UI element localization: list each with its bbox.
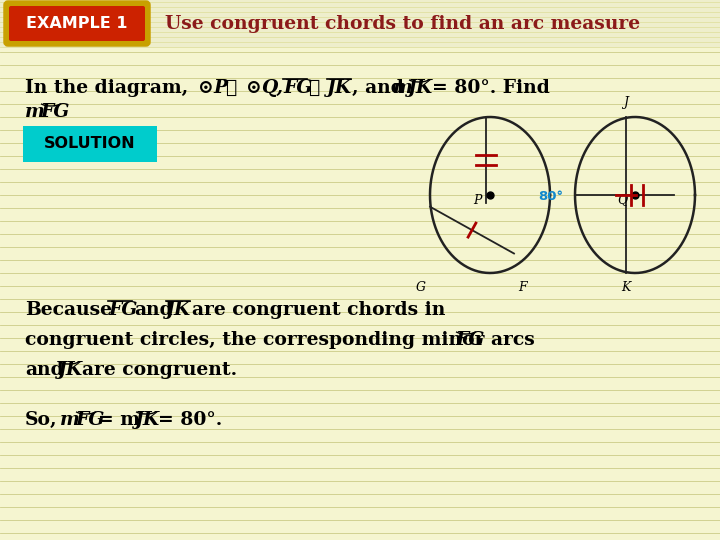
Text: P: P bbox=[474, 193, 482, 206]
Text: ⊙: ⊙ bbox=[246, 79, 262, 97]
FancyBboxPatch shape bbox=[23, 126, 157, 162]
Text: = m: = m bbox=[98, 411, 140, 429]
Text: m: m bbox=[393, 79, 413, 97]
Text: are congruent chords in: are congruent chords in bbox=[192, 301, 446, 319]
FancyBboxPatch shape bbox=[9, 6, 145, 41]
Bar bbox=[0, 0, 720, 48]
Text: = 80°. Find: = 80°. Find bbox=[432, 79, 550, 97]
Text: G: G bbox=[416, 281, 426, 294]
Text: JK: JK bbox=[58, 361, 83, 379]
Text: J: J bbox=[624, 96, 629, 109]
Text: ≅: ≅ bbox=[308, 79, 319, 97]
Text: JK: JK bbox=[327, 79, 352, 97]
Text: Use congruent chords to find an arc measure: Use congruent chords to find an arc meas… bbox=[165, 15, 640, 33]
Text: congruent circles, the corresponding minor arcs: congruent circles, the corresponding min… bbox=[25, 331, 535, 349]
Text: and: and bbox=[25, 361, 64, 379]
Text: m: m bbox=[60, 411, 80, 429]
Text: Because: Because bbox=[25, 301, 112, 319]
Text: SOLUTION: SOLUTION bbox=[44, 137, 136, 152]
Text: JK: JK bbox=[408, 79, 433, 97]
Text: and: and bbox=[134, 301, 173, 319]
Text: FG: FG bbox=[283, 79, 312, 97]
FancyBboxPatch shape bbox=[5, 2, 149, 45]
Text: FG: FG bbox=[75, 411, 104, 429]
Text: m: m bbox=[25, 103, 45, 121]
Text: ⊙: ⊙ bbox=[198, 79, 214, 97]
Text: P: P bbox=[213, 79, 227, 97]
Text: So,: So, bbox=[25, 411, 58, 429]
Text: are congruent.: are congruent. bbox=[82, 361, 237, 379]
Text: JK: JK bbox=[135, 411, 160, 429]
Text: 80°: 80° bbox=[538, 191, 563, 204]
Text: FG: FG bbox=[40, 103, 69, 121]
Text: F: F bbox=[518, 281, 526, 294]
Text: FG: FG bbox=[108, 301, 138, 319]
Text: FG: FG bbox=[455, 331, 485, 349]
Text: Q: Q bbox=[617, 193, 627, 206]
Text: JK: JK bbox=[166, 301, 191, 319]
Text: = 80°.: = 80°. bbox=[158, 411, 222, 429]
Text: Q,: Q, bbox=[261, 79, 283, 97]
Text: In the diagram,: In the diagram, bbox=[25, 79, 188, 97]
Text: K: K bbox=[621, 281, 631, 294]
Text: , and: , and bbox=[352, 79, 404, 97]
Text: EXAMPLE 1: EXAMPLE 1 bbox=[26, 17, 127, 31]
Text: ≅: ≅ bbox=[225, 79, 236, 97]
